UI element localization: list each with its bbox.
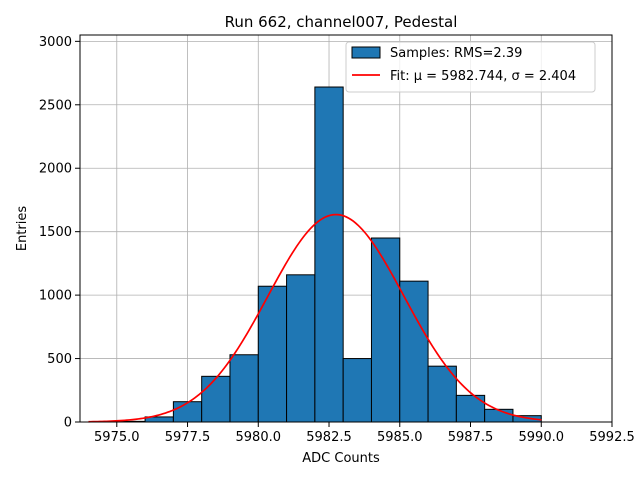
histogram-bar	[314, 86, 344, 423]
histogram-bar	[201, 375, 231, 423]
y-tick-label: 500	[47, 352, 72, 367]
y-axis-title: Entries	[15, 206, 30, 252]
x-tick-label: 5990.0	[519, 430, 565, 445]
legend-fit-label: Fit: μ = 5982.744, σ = 2.404	[390, 69, 576, 84]
x-tick-label: 5992.5	[589, 430, 635, 445]
histogram-bar	[399, 280, 429, 423]
y-tick-label: 3000	[39, 35, 72, 50]
histogram-bar	[370, 237, 401, 423]
histogram-bar	[172, 401, 203, 423]
histogram-bar	[342, 358, 372, 423]
x-axis-ticks: 5975.0 5977.5 5980.0 5982.5 5985.0 5987.5 5990…	[94, 422, 635, 445]
x-tick-label: 5980.0	[236, 430, 282, 445]
y-tick-label: 0	[64, 416, 72, 431]
x-tick-label: 5987.5	[448, 430, 494, 445]
x-tick-label: 5977.5	[165, 430, 211, 445]
legend-samples-swatch	[351, 46, 381, 59]
chart-title: Run 662, channel007, Pedestal	[225, 13, 458, 31]
y-tick-label: 1000	[39, 289, 72, 304]
legend-box	[345, 41, 596, 93]
x-tick-label: 5985.0	[377, 430, 423, 445]
histogram-bars	[116, 86, 542, 423]
fit-curve-line	[88, 213, 542, 423]
histogram-bar	[229, 354, 259, 423]
plot-frame	[79, 34, 613, 423]
histogram-bar	[427, 365, 457, 423]
histogram-bar	[286, 274, 316, 423]
y-axis-ticks: 0 500 1000 1500 2000 2500 3000	[39, 35, 80, 431]
y-tick-label: 2500	[39, 98, 72, 113]
x-tick-label: 5982.5	[306, 430, 352, 445]
legend-samples-label: Samples: RMS=2.39	[390, 46, 522, 61]
histogram-bar	[484, 408, 514, 423]
legend: Samples: RMS=2.39 Fit: μ = 5982.744, σ =…	[345, 41, 596, 93]
x-axis-title: ADC Counts	[302, 451, 380, 466]
y-tick-label: 1500	[39, 225, 72, 240]
x-tick-label: 5975.0	[94, 430, 140, 445]
y-tick-label: 2000	[39, 162, 72, 177]
